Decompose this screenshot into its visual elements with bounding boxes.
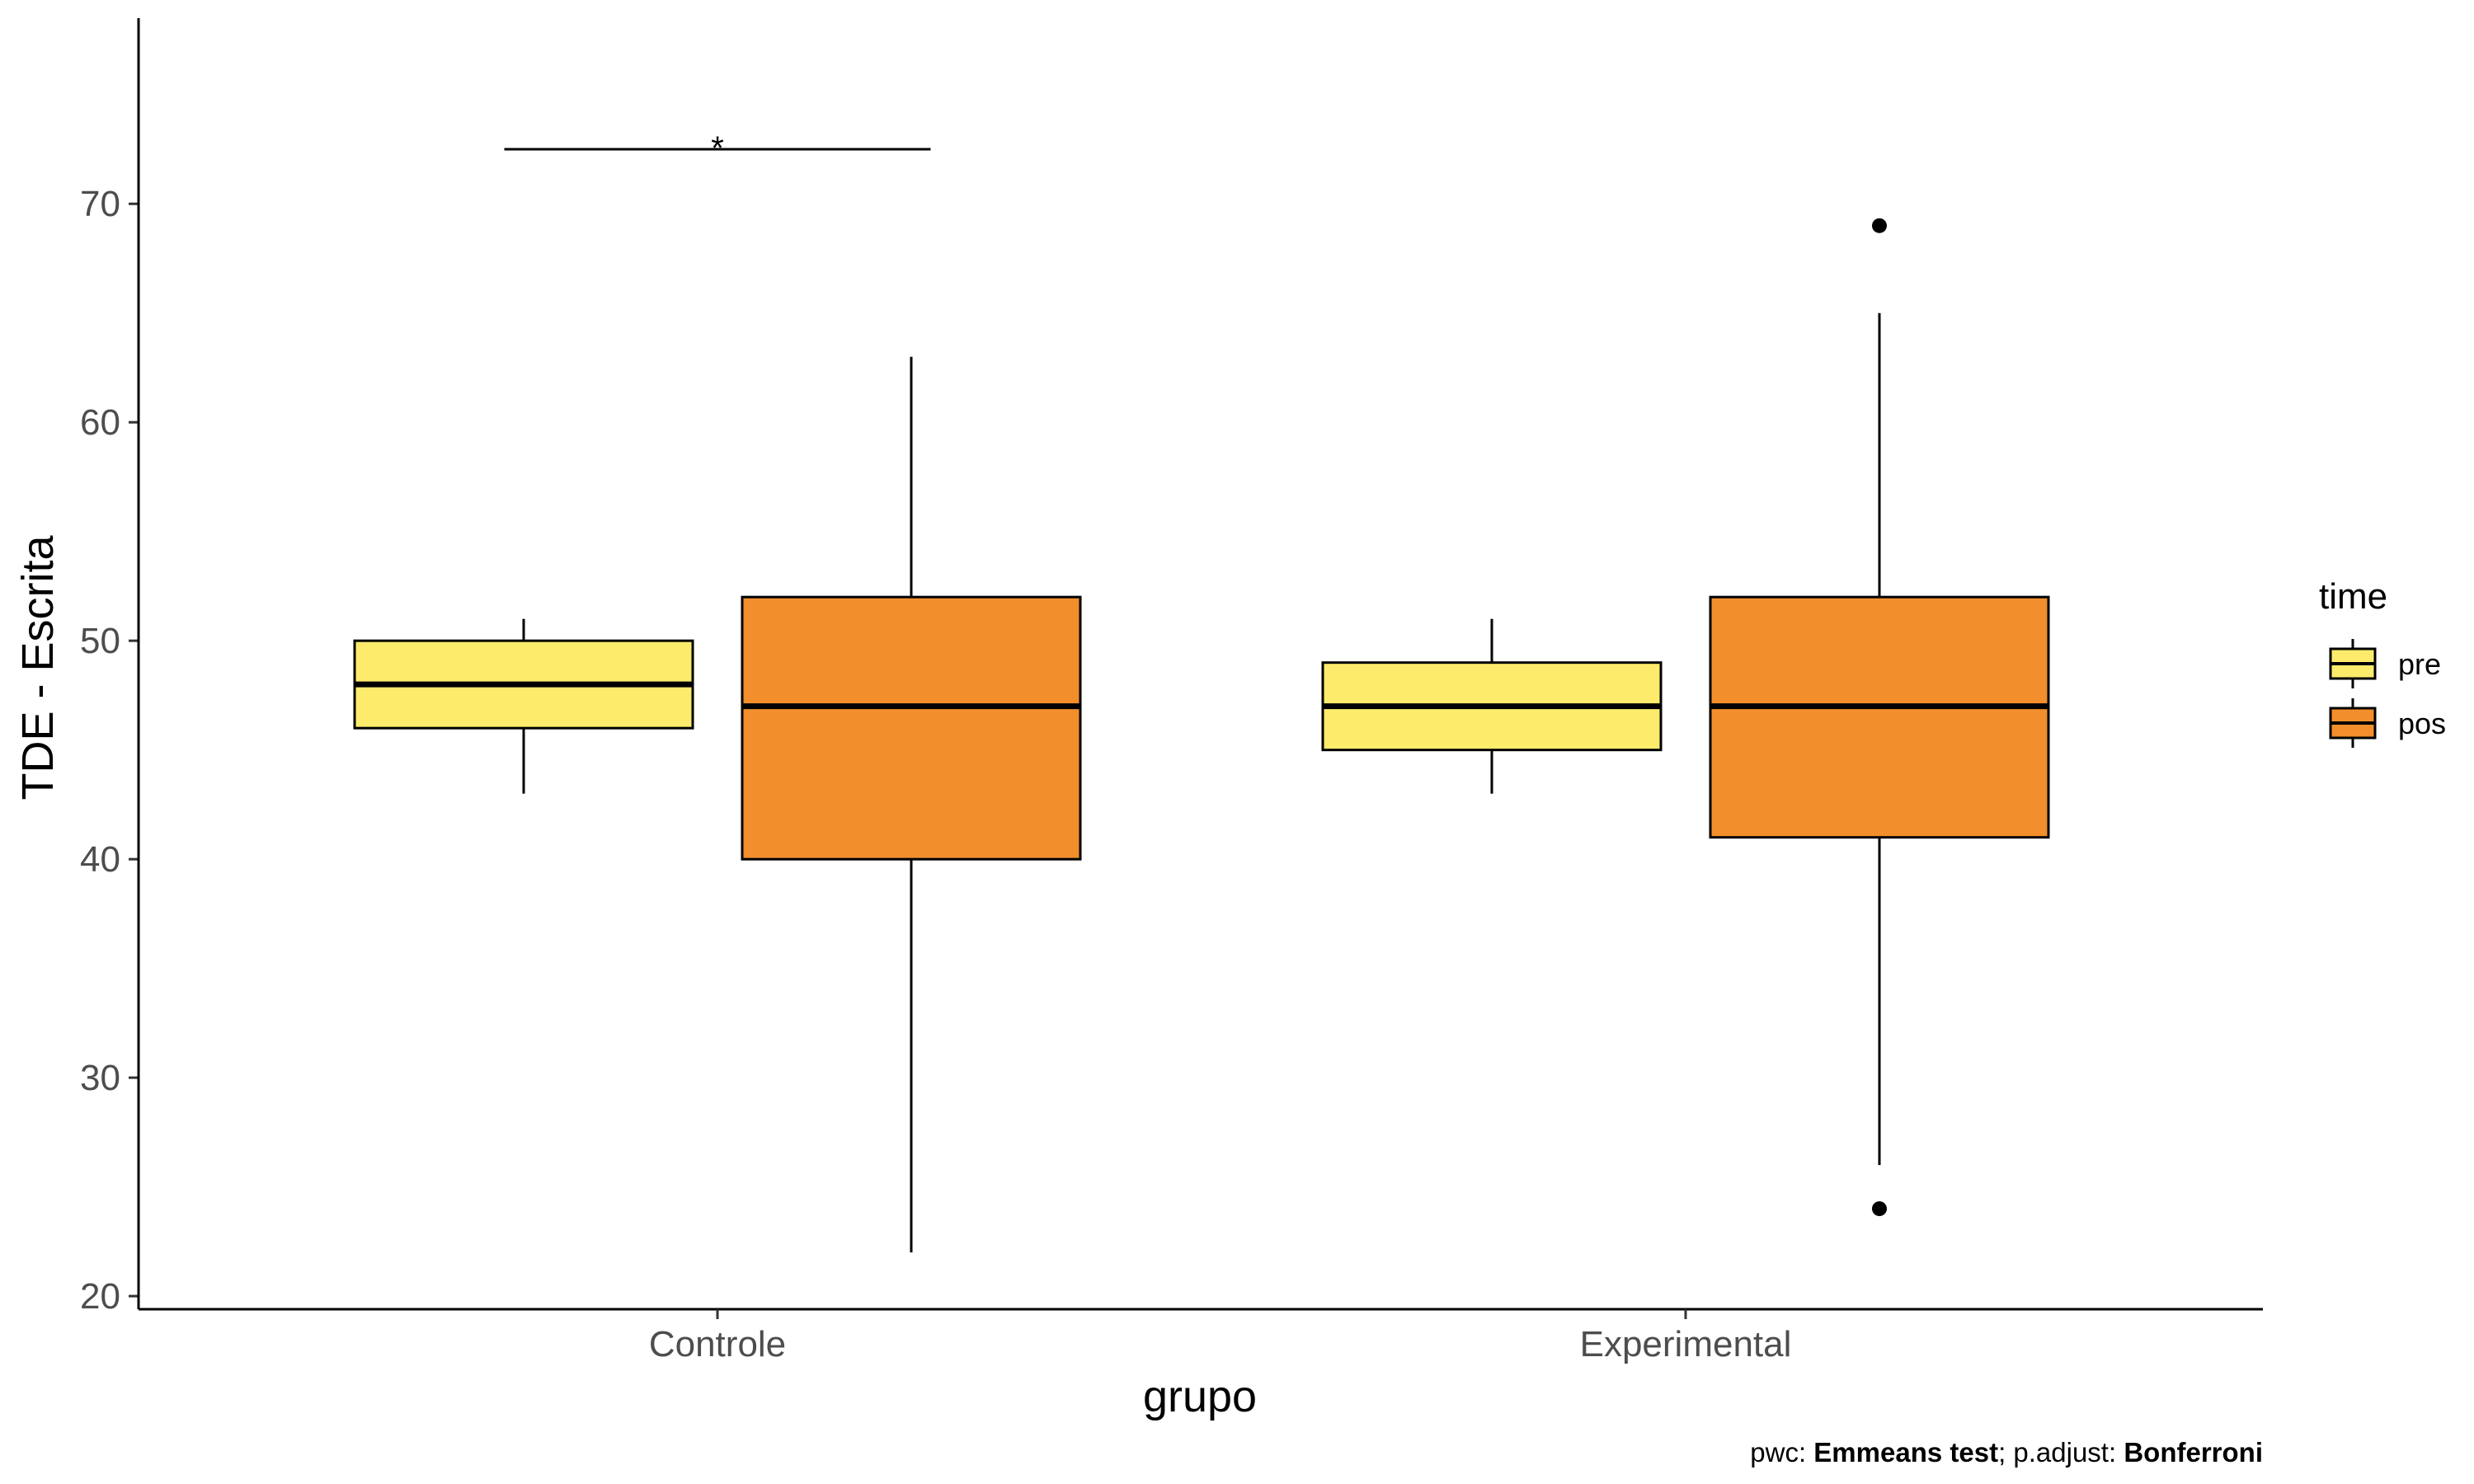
y-tick-label: 60 <box>80 402 120 443</box>
box-pos-experimental <box>1709 218 2050 1217</box>
caption-adjust: Bonferroni <box>2124 1437 2263 1468</box>
legend: time pre pos <box>2319 576 2446 748</box>
caption-test: Emmeans test <box>1813 1437 1998 1468</box>
y-tick-label: 50 <box>80 621 120 661</box>
x-axis-title: grupo <box>1143 1372 1257 1421</box>
legend-title: time <box>2319 576 2387 617</box>
significance-label: * <box>711 130 724 167</box>
x-axis-ticks: Controle Experimental <box>649 1309 1792 1364</box>
significance-annotations: * <box>504 130 931 167</box>
y-tick-label: 20 <box>80 1276 120 1317</box>
box-pre-controle <box>353 618 694 794</box>
box-pos-controle <box>741 356 1082 1253</box>
y-axis-ticks: 20 30 40 50 60 70 <box>80 184 139 1317</box>
box-pre-experimental <box>1321 618 1663 794</box>
y-axis-title: TDE - Escrita <box>13 535 63 801</box>
legend-item-pos: pos <box>2329 698 2446 748</box>
legend-label: pre <box>2398 647 2441 681</box>
x-tick-label: Experimental <box>1580 1324 1792 1364</box>
x-tick-label: Controle <box>649 1324 786 1364</box>
y-tick-label: 70 <box>80 184 120 224</box>
caption-middle: ; p.adjust: <box>1998 1437 2124 1468</box>
y-tick-label: 40 <box>80 839 120 880</box>
outlier-point <box>1872 218 1887 233</box>
legend-item-pre: pre <box>2329 639 2441 688</box>
box-series <box>353 218 2050 1253</box>
caption: pwc: Emmeans test; p.adjust: Bonferroni <box>1750 1437 2263 1468</box>
box-iqr <box>1709 595 2050 839</box>
outlier-point <box>1872 1201 1887 1217</box>
box-iqr <box>741 595 1082 861</box>
y-tick-label: 30 <box>80 1058 120 1098</box>
legend-label: pos <box>2398 707 2446 740</box>
caption-prefix: pwc: <box>1750 1437 1813 1468</box>
